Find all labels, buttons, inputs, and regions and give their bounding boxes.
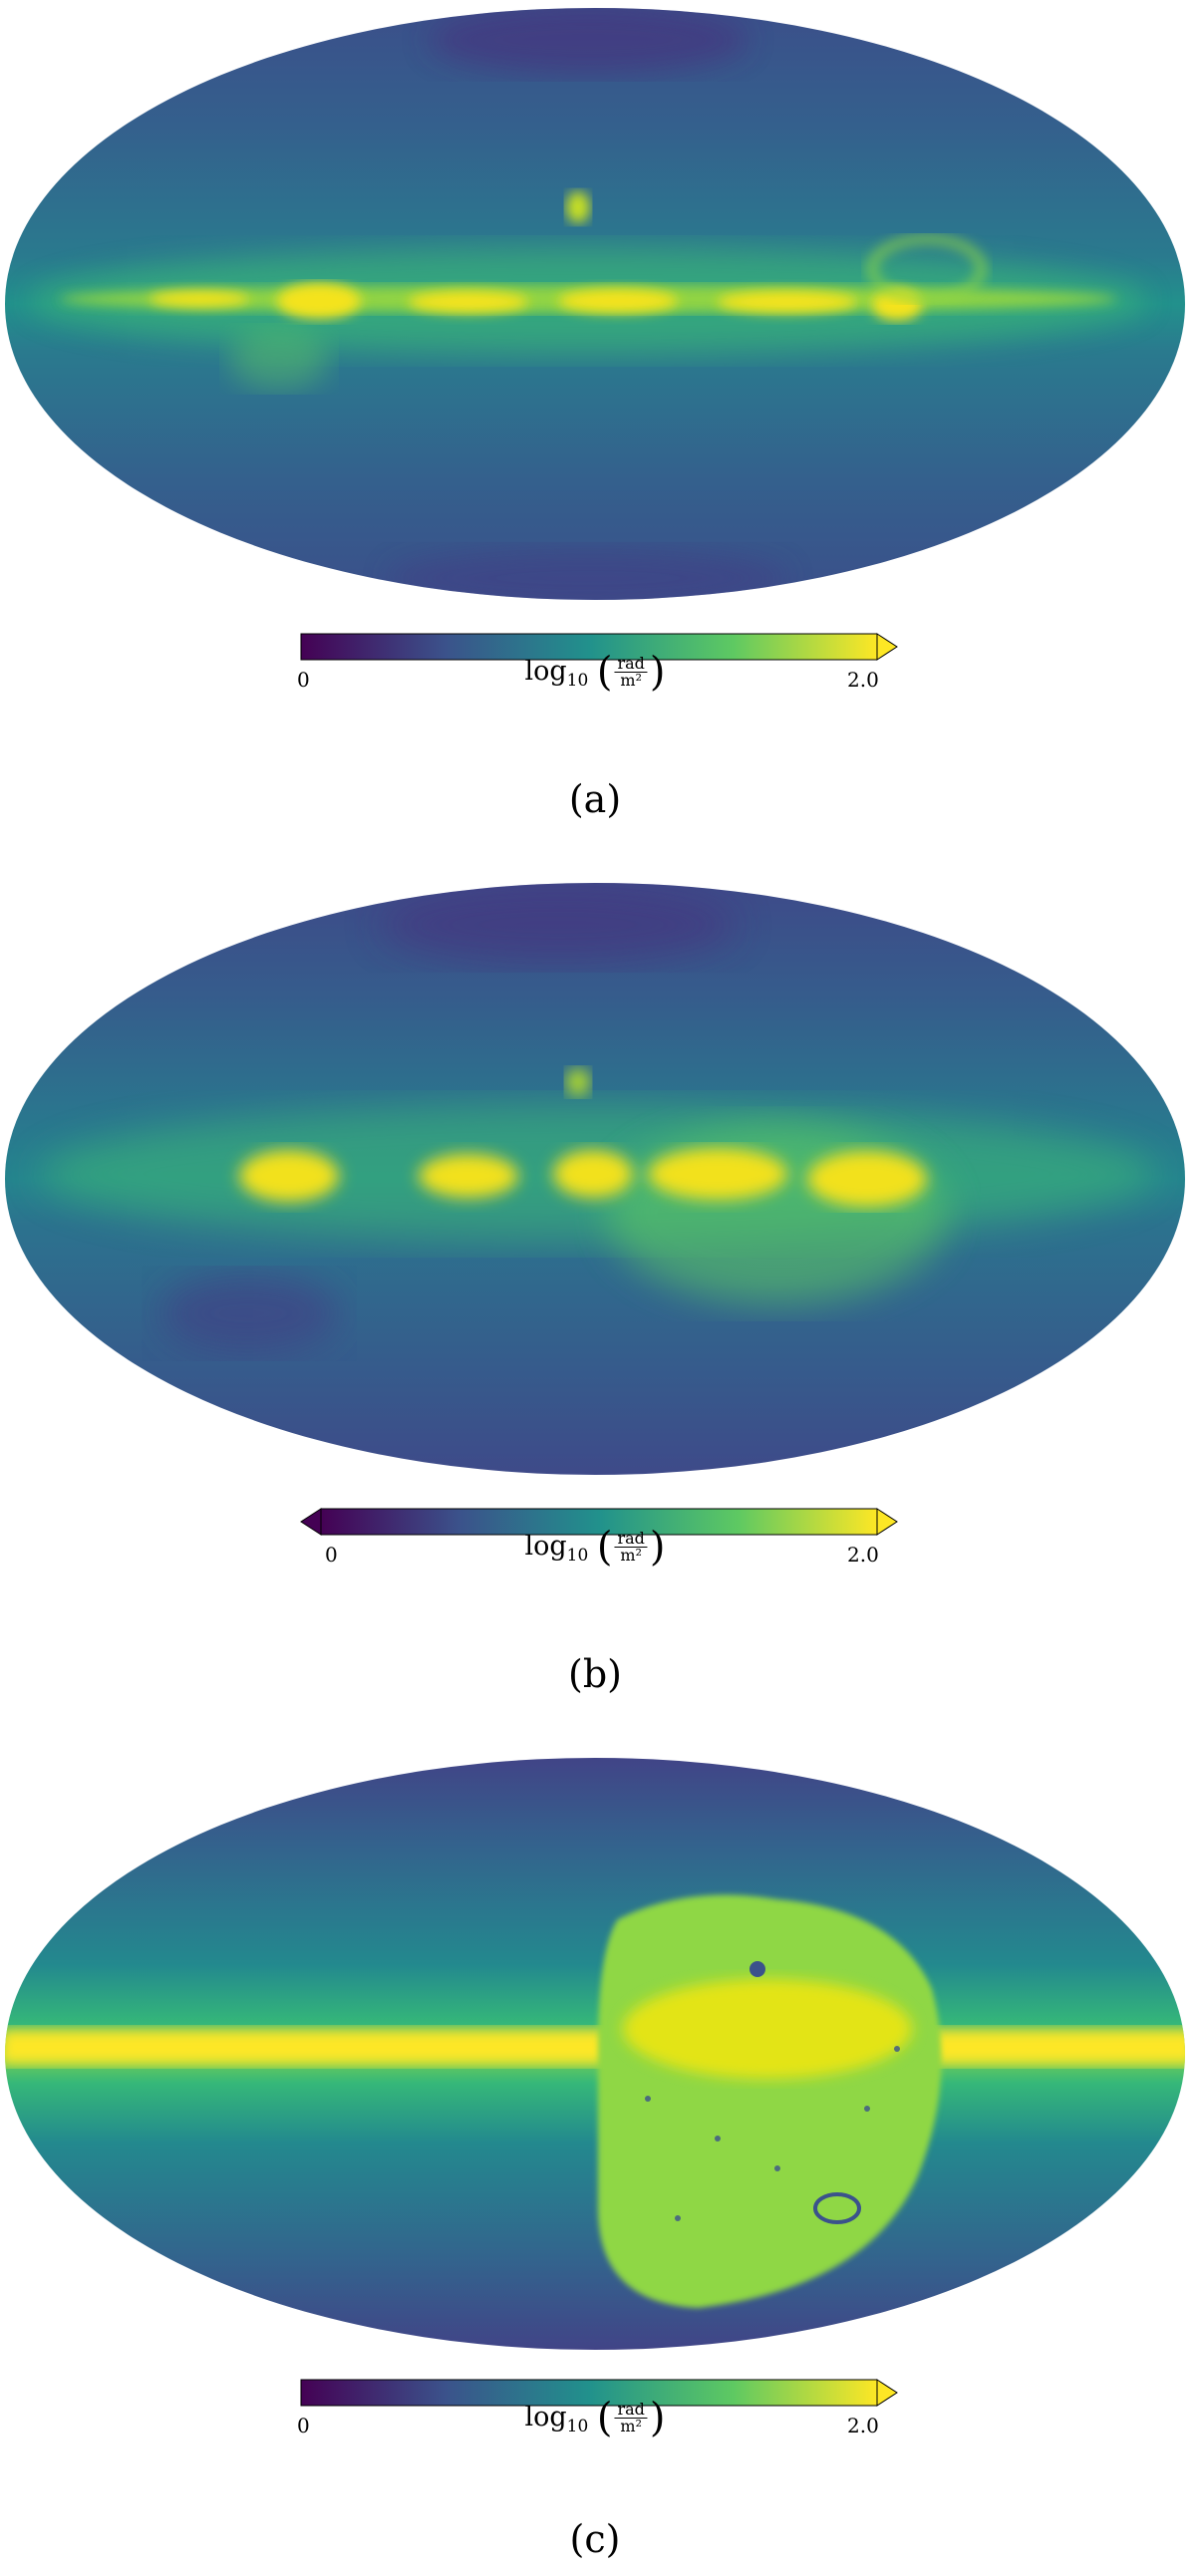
colorbar-min-tick-c: 0	[297, 2414, 310, 2437]
panel-b: 0 2.0 log10 (rad m²) (b)	[0, 875, 1196, 1722]
colorbar-b	[299, 1508, 901, 1536]
galactic-plane-c	[5, 2029, 1185, 2065]
colorbar-max-tick-b: 2.0	[847, 1543, 879, 1567]
galactic-plane-b	[239, 1148, 927, 1207]
sky-map-a	[5, 8, 1185, 600]
colorbar-extend-max-arrow	[876, 1508, 898, 1536]
panel-c: 0 2.0 log10 (rad m²) (c)	[0, 1750, 1196, 2576]
caption-a: (a)	[568, 777, 622, 821]
colorbar-min-tick-b: 0	[325, 1543, 338, 1567]
caption-c: (c)	[569, 2517, 621, 2561]
colorbar-extend-max-arrow	[876, 2379, 898, 2407]
colorbar-label-a: log10 (rad m²)	[524, 649, 666, 696]
colorbar-label-c: log10 (rad m²)	[524, 2395, 666, 2441]
colorbar-label-b: log10 (rad m²)	[524, 1524, 666, 1571]
caption-b: (b)	[568, 1652, 622, 1696]
colorbar-extend-min-arrow	[300, 1508, 322, 1536]
colorbar-min-tick-a: 0	[297, 668, 310, 692]
colorbar-c	[300, 2379, 899, 2407]
sky-map-b	[5, 883, 1185, 1475]
colorbar-extend-max-arrow	[876, 633, 898, 661]
colorbar-a	[300, 633, 899, 661]
colorbar-max-tick-c: 2.0	[847, 2414, 879, 2437]
colorbar-max-tick-a: 2.0	[847, 668, 879, 692]
panel-a: 0 2.0 log10 (rad m²) (a)	[0, 0, 1196, 847]
sky-map-c	[5, 1758, 1185, 2350]
